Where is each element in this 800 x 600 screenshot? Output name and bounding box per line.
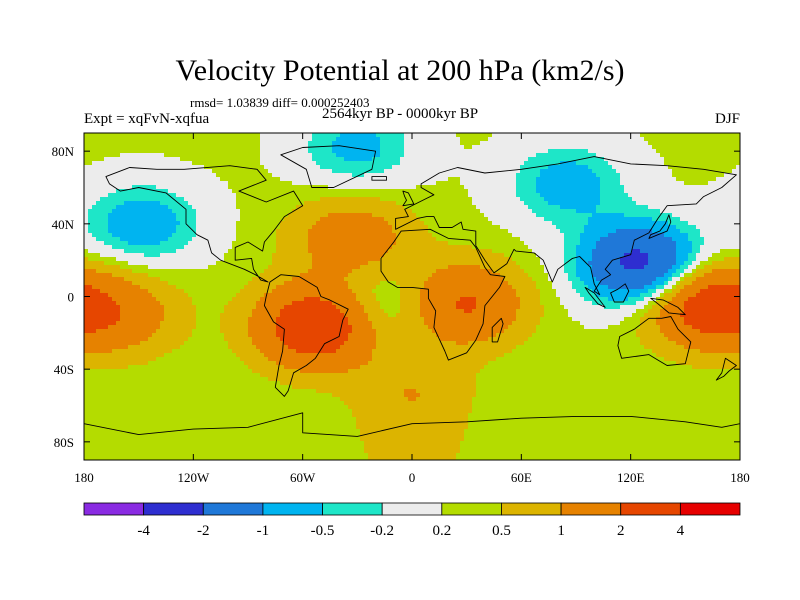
x-tick-label: 180 — [74, 470, 94, 485]
coastline-madagascar — [491, 317, 504, 343]
colorbar-label: 4 — [677, 523, 685, 539]
coastline-greenland — [280, 145, 377, 188]
coastline-north-america — [105, 165, 304, 283]
colorbar-swatch — [441, 502, 502, 516]
coastline-new-guinea — [650, 297, 686, 316]
colorbar-label: -2 — [197, 523, 210, 539]
colorbar-label: 1 — [557, 523, 565, 539]
colorbar-label: 2 — [617, 523, 625, 539]
x-tick-label: 60W — [290, 470, 316, 485]
coastline-australia — [617, 316, 692, 366]
x-tick-label: 60E — [511, 470, 532, 485]
x-tick-label: 120W — [177, 470, 210, 485]
colorbar-swatch — [620, 502, 681, 516]
rmsd-diff-stats: rmsd= 1.03839 diff= 0.000252403 — [190, 95, 370, 110]
coastline-iceland — [371, 176, 387, 181]
colorbar-swatch — [83, 502, 145, 516]
y-tick-label: 40S — [54, 362, 74, 377]
colorbar-label: -1 — [257, 523, 270, 539]
y-tick-label: 80S — [54, 435, 74, 450]
period-label: 2564kyr BP - 0000kyr BP — [322, 106, 479, 122]
colorbar-swatch — [322, 502, 383, 516]
x-tick-label: 180 — [730, 470, 750, 485]
coastline-borneo — [610, 283, 630, 303]
map-axes: 180 120W 60W 0 60E 120E 180 80N 40N 0 40S 80S — [52, 133, 750, 485]
coastline-south-america — [263, 274, 349, 397]
coastline-britain — [402, 190, 415, 207]
coastline-japan — [648, 214, 672, 239]
coastline-sumatra — [584, 286, 606, 308]
y-tick-label: 0 — [68, 290, 75, 305]
colorbar-swatch — [560, 502, 622, 516]
colorbar-swatch — [679, 502, 741, 516]
y-tick-label: 80N — [52, 144, 75, 159]
coastline-new-zealand — [715, 357, 737, 381]
colorbar-swatch — [143, 502, 204, 516]
colorbar-label: -0.5 — [311, 523, 335, 539]
x-tick-label: 120E — [617, 470, 645, 485]
coastline-africa — [380, 228, 506, 361]
y-tick-label: 40N — [52, 217, 75, 232]
coastlines — [84, 145, 740, 460]
coastline-eurasia — [395, 156, 737, 296]
colorbar-label: -0.2 — [370, 523, 394, 539]
colorbar-swatch — [262, 502, 323, 516]
season-label: DJF — [714, 111, 740, 127]
colorbar-label: -4 — [137, 523, 150, 539]
colorbar-swatch — [501, 502, 562, 516]
x-tick-label: 0 — [409, 470, 416, 485]
coastline-antarctica — [84, 412, 740, 460]
chart-title: Velocity Potential at 200 hPa (km2/s) — [175, 54, 625, 87]
colorbar-label: 0.2 — [432, 523, 451, 539]
colorbar-swatch — [202, 502, 264, 516]
experiment-label: Expt = xqFvN-xqfua — [84, 111, 210, 127]
colorbar-label: 0.5 — [492, 523, 511, 539]
colorbar-swatch — [381, 502, 443, 516]
